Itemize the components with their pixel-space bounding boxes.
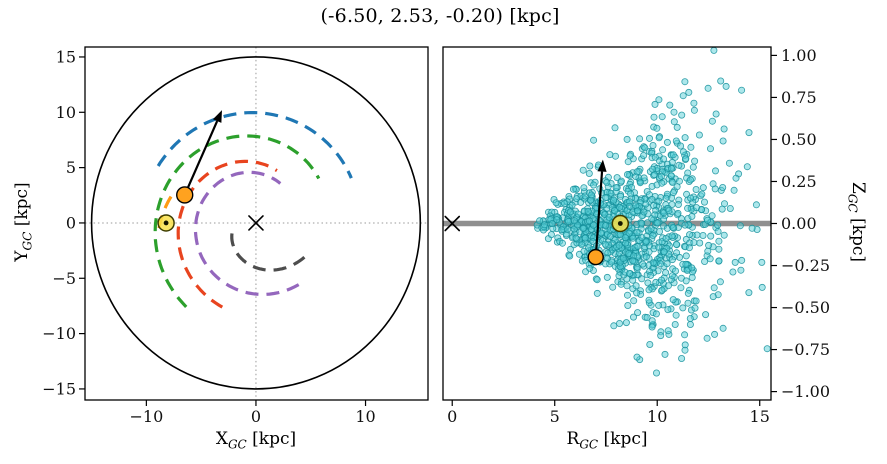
xy-panel: −10 0 10 15 10 5 0 −5 −10 −15 [42,46,429,426]
galaxy-outline-circle [90,56,422,390]
galactic-center-x-marker [444,215,461,232]
sun-marker [157,214,175,232]
tick-label: 0 [447,407,457,426]
tick-label: 5 [550,407,560,426]
tick-label: −15 [42,379,76,398]
galactic-center-x-marker [248,215,264,231]
y-axis-label-xy: YGC [kpc] [12,147,35,297]
tick-label: 10 [56,103,76,122]
tick-label: −0.25 [781,256,830,275]
velocity-arrow [183,110,222,196]
y-axis-label-rz: ZGC [kpc] [845,147,868,297]
x-axis-label-xy-unit: [kpc] [246,429,297,449]
x-axis-label-xy-main: X [215,429,228,449]
y-axis-label-rz-sub: GC [845,193,860,213]
star-marker [176,186,194,204]
x-axis-label-xy-sub: GC [227,437,247,452]
tick-label: −0.50 [781,298,830,317]
tick-label: 15 [56,47,76,66]
y-axis-label-xy-main: Y [12,250,32,262]
y-axis-label-xy-sub: GC [20,231,35,251]
tick-label: 1.00 [781,46,817,65]
sun-marker [611,214,630,233]
tick-label: 0.75 [781,88,817,107]
tick-label: 0 [251,407,261,426]
mc-sample-cloud [533,47,771,377]
outer-blue-arm [156,110,353,179]
x-axis-label-rz-unit: [kpc] [598,429,648,449]
tick-label: 10 [355,407,375,426]
y-axis-label-rz-unit: [kpc] [848,212,868,262]
x-axis-label-xy: XGC [kpc] [156,429,356,452]
tick-label: −5 [52,269,76,288]
star-marker [587,248,604,266]
y-axis-label-rz-main: Z [848,182,868,194]
tick-label: −1.00 [781,382,830,401]
tick-label: −10 [129,407,163,426]
rz-panel: 0 5 10 15 1.00 0.75 0.50 0.25 0.00 −0.25 −0.50 −0.7… [442,46,830,426]
purple-arm [193,170,300,296]
y-axis-label-xy-unit: [kpc] [12,182,32,232]
x-axis-label-rz-sub: GC [579,437,599,452]
tick-label: 15 [750,407,770,426]
tick-label: 0 [66,213,76,232]
tick-label: −10 [42,324,76,343]
figure-title: (-6.50, 2.53, -0.20) [kpc] [320,5,560,27]
tick-label: 0.25 [781,172,817,191]
tick-label: 10 [647,407,667,426]
gray-inner-arm [230,229,306,272]
x-axis-label-rz-main: R [566,429,580,449]
tick-label: −0.75 [781,340,830,359]
velocity-arrow [594,159,607,258]
x-axis-label-rz: RGC [kpc] [507,429,707,452]
spiral-arms [153,110,353,309]
green-arm [153,134,321,308]
tick-label: 0.00 [781,214,817,233]
tick-label: 5 [66,158,76,177]
tick-label: 0.50 [781,130,817,149]
